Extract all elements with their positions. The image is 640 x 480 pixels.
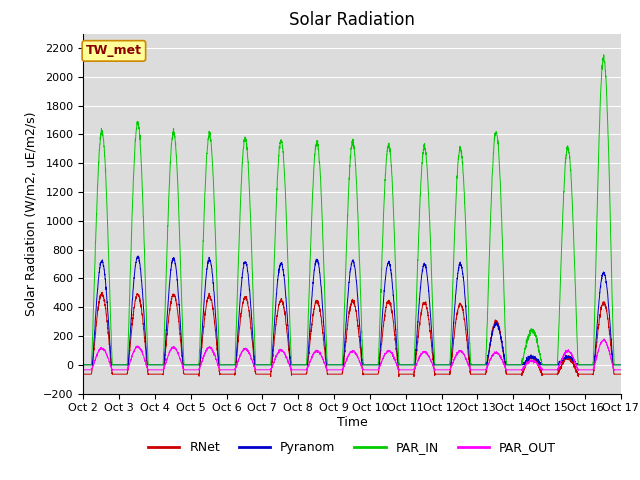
Pyranom bbox=[617, 362, 625, 368]
PAR_IN bbox=[617, 362, 625, 368]
Legend: RNet, Pyranom, PAR_IN, PAR_OUT: RNet, Pyranom, PAR_IN, PAR_OUT bbox=[143, 436, 561, 459]
RNet bbox=[230, 372, 237, 377]
PAR_IN bbox=[79, 362, 87, 368]
Title: Solar Radiation: Solar Radiation bbox=[289, 11, 415, 29]
Pyranom bbox=[134, 253, 141, 259]
PAR_OUT bbox=[195, 367, 202, 372]
PAR_OUT bbox=[617, 367, 625, 372]
RNet bbox=[404, 372, 412, 377]
Pyranom bbox=[414, 323, 422, 328]
RNet bbox=[395, 374, 403, 380]
Pyranom bbox=[404, 362, 412, 368]
PAR_IN bbox=[413, 264, 421, 269]
RNet bbox=[414, 336, 422, 341]
X-axis label: Time: Time bbox=[337, 416, 367, 429]
RNet bbox=[99, 289, 106, 295]
RNet bbox=[617, 372, 625, 377]
Line: PAR_IN: PAR_IN bbox=[83, 55, 621, 365]
PAR_OUT bbox=[414, 358, 422, 364]
PAR_OUT bbox=[229, 367, 237, 372]
Pyranom bbox=[230, 362, 237, 368]
PAR_IN bbox=[600, 52, 607, 58]
Text: TW_met: TW_met bbox=[86, 44, 142, 58]
PAR_OUT bbox=[404, 367, 412, 372]
Pyranom bbox=[616, 362, 624, 368]
Line: PAR_OUT: PAR_OUT bbox=[83, 339, 621, 371]
RNet bbox=[79, 372, 87, 377]
PAR_IN bbox=[616, 362, 624, 368]
PAR_OUT bbox=[600, 336, 608, 342]
PAR_OUT bbox=[566, 349, 573, 355]
Line: Pyranom: Pyranom bbox=[83, 256, 621, 365]
Pyranom bbox=[195, 362, 202, 368]
RNet bbox=[566, 355, 573, 360]
PAR_IN bbox=[195, 362, 202, 368]
PAR_IN bbox=[566, 155, 573, 161]
RNet bbox=[195, 372, 202, 377]
Pyranom bbox=[566, 355, 573, 360]
PAR_OUT bbox=[79, 367, 87, 372]
Line: RNet: RNet bbox=[83, 292, 621, 377]
PAR_IN bbox=[229, 362, 237, 368]
RNet bbox=[617, 372, 625, 377]
PAR_OUT bbox=[323, 368, 332, 374]
PAR_OUT bbox=[617, 367, 625, 372]
Pyranom bbox=[79, 362, 87, 368]
Y-axis label: Solar Radiation (W/m2, uE/m2/s): Solar Radiation (W/m2, uE/m2/s) bbox=[24, 111, 37, 316]
PAR_IN bbox=[404, 362, 412, 368]
